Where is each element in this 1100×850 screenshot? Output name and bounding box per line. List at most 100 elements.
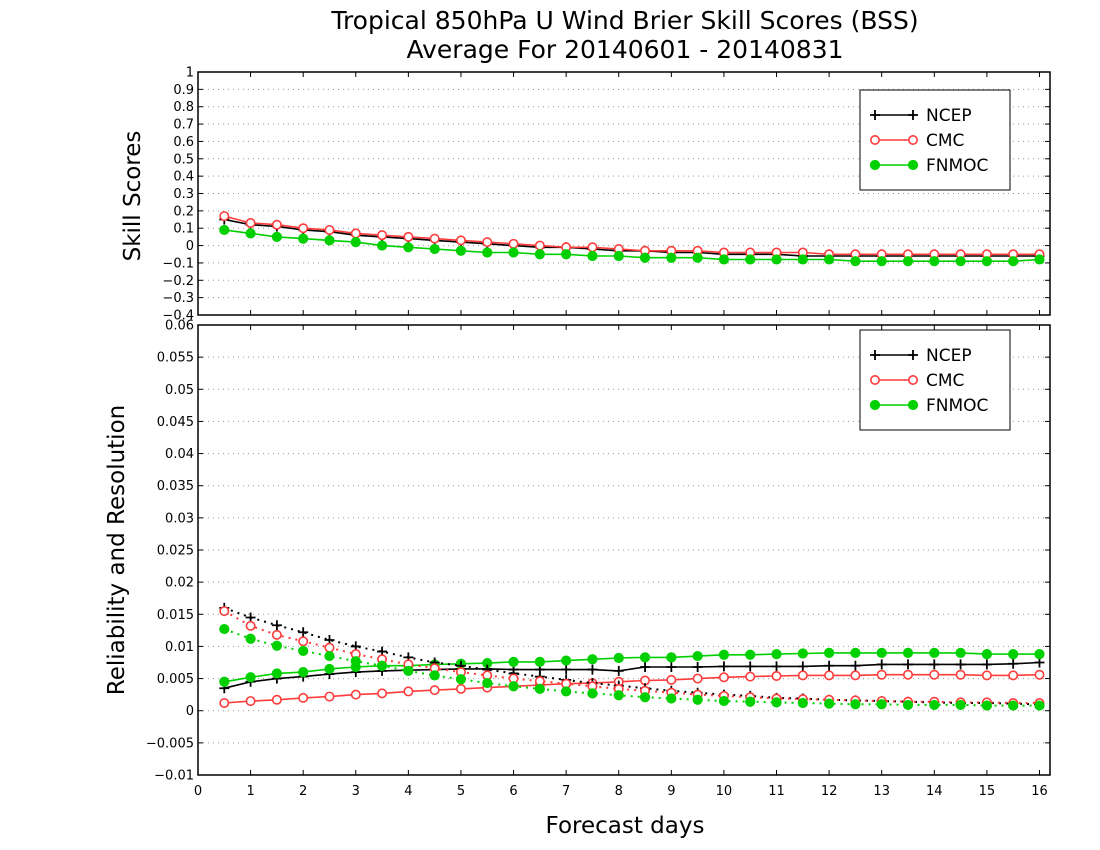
bottom-y-tick-label: 0.03: [165, 511, 194, 526]
bottom-series-fnmoc-dotted-point: [508, 681, 519, 692]
bottom-legend-marker-ncep: [870, 350, 880, 360]
bottom-series-fnmoc-solid-point: [271, 668, 282, 679]
top-series-fnmoc-solid-point: [745, 254, 756, 265]
bottom-series-fnmoc-solid-point: [587, 654, 598, 665]
bottom-series-cmc-dotted-point: [245, 620, 256, 631]
bottom-series-fnmoc-solid-point: [666, 652, 677, 663]
bottom-series-fnmoc-dotted-point: [981, 700, 992, 711]
bottom-series-ncep-solid-point: [640, 662, 651, 672]
top-series-fnmoc-solid-point: [429, 243, 440, 255]
top-series-cmc-solid-point: [587, 242, 598, 253]
top-series-fnmoc-solid-point: [219, 224, 230, 236]
bottom-series-fnmoc-solid-point: [850, 647, 861, 658]
x-tick-label: 6: [509, 784, 517, 799]
bottom-y-tick-label: 0.02: [165, 576, 194, 591]
top-series-fnmoc-solid-point: [403, 242, 414, 253]
top-series-fnmoc-solid-point: [876, 256, 887, 267]
x-tick-label: 0: [194, 784, 202, 799]
bottom-legend-marker-fnmoc: [869, 399, 881, 411]
top-series-fnmoc-solid-point: [324, 235, 335, 246]
top-legend-marker-cmc: [869, 135, 880, 146]
bottom-series-ncep-solid-point: [903, 659, 913, 670]
bottom-series-ncep-solid-point: [876, 659, 887, 670]
x-tick-label: 7: [562, 784, 570, 799]
bottom-series-fnmoc-solid-point: [929, 647, 940, 658]
bottom-series-fnmoc-dotted-point: [298, 645, 309, 657]
top-series-fnmoc-solid-point: [824, 254, 835, 265]
bottom-series-cmc-solid-line: [224, 673, 1040, 704]
top-y-tick-label: 0.2: [173, 204, 194, 219]
top-series-fnmoc-solid-point: [455, 245, 467, 256]
bottom-legend-label-fnmoc: FNMOC: [926, 396, 988, 416]
bottom-series-cmc-solid-point: [324, 691, 335, 702]
bottom-series-fnmoc-solid-point: [639, 652, 651, 663]
top-series-fnmoc-solid-point: [561, 249, 572, 260]
bottom-series-cmc-solid-point: [455, 683, 466, 694]
top-legend-marker-fnmoc: [907, 159, 919, 171]
top-series-cmc-solid-point: [324, 224, 335, 235]
bottom-series-fnmoc-dotted-point: [482, 677, 493, 689]
bottom-series-fnmoc-solid-line: [224, 652, 1040, 683]
bottom-series-cmc-solid-point: [666, 674, 677, 685]
bottom-series-fnmoc-dotted-point: [1034, 700, 1045, 711]
bottom-series-ncep-solid-point: [692, 662, 703, 672]
top-series-fnmoc-solid-point: [797, 254, 808, 265]
top-y-tick-label: 0.7: [173, 118, 194, 133]
bottom-series-cmc-solid-point: [850, 670, 861, 681]
top-legend-label-fnmoc: FNMOC: [926, 156, 988, 176]
bottom-series-fnmoc-dotted-point: [350, 656, 361, 667]
bottom-y-tick-label: 0: [186, 704, 194, 719]
bottom-series-fnmoc-dotted-point: [455, 674, 467, 685]
bottom-series-fnmoc-dotted-point: [850, 699, 861, 710]
top-series-fnmoc-solid-point: [771, 254, 782, 265]
bottom-series-fnmoc-dotted-point: [219, 623, 230, 635]
top-series-cmc-solid-point: [429, 233, 440, 244]
top-y-tick-label: −0.4: [162, 309, 194, 324]
top-legend-marker-ncep: [908, 110, 918, 120]
top-series-fnmoc-solid-point: [1034, 254, 1045, 265]
top-series-fnmoc-solid-point: [613, 250, 624, 262]
bottom-series-fnmoc-solid-point: [955, 647, 966, 658]
bottom-plot-frame: [197, 324, 1051, 776]
top-series-fnmoc-solid-point: [245, 228, 256, 239]
top-series-cmc-solid-point: [219, 211, 230, 222]
top-series-cmc-solid-line: [224, 215, 1040, 256]
bottom-series-ncep-solid-point: [666, 662, 677, 672]
top-series-fnmoc-solid-point: [1008, 256, 1019, 267]
bottom-series-cmc-solid-point: [350, 689, 361, 700]
top-series-fnmoc-solid-point: [508, 247, 519, 258]
bottom-series-ncep-solid-point: [824, 660, 835, 671]
x-tick-label: 11: [768, 784, 785, 799]
bottom-series-fnmoc-dotted-point: [613, 690, 624, 701]
x-tick-label: 10: [716, 784, 733, 799]
x-tick-label: 5: [457, 784, 465, 799]
skill-scores-panel: −0.4 −0.3 −0.2 −0.1 0 0.1 0.2 0.3 0.4 0.5 0.6 0.7 0.…: [162, 66, 1051, 324]
top-y-tick-label: 0.9: [173, 83, 194, 98]
top-series-fnmoc-solid-point: [902, 256, 914, 267]
bottom-y-tick-label: 0.06: [165, 319, 194, 334]
top-series-fnmoc-solid-point: [929, 256, 940, 267]
bottom-series-cmc-solid-point: [929, 669, 940, 680]
bottom-y-tick-label: 0.035: [157, 479, 194, 494]
bottom-y-tick-label: 0.05: [165, 383, 194, 398]
reliability-resolution-panel: −0.01 −0.005 0 0.005 0.01 0.015 0.02 0.025 0.03 0…: [146, 319, 1051, 799]
bottom-legend-marker-cmc: [907, 374, 918, 385]
top-series-fnmoc-solid-point: [534, 249, 545, 260]
top-y-tick-label: 0: [186, 239, 194, 254]
top-y-tick-label: 1: [186, 66, 194, 81]
bottom-series-fnmoc-dotted-point: [692, 694, 703, 705]
top-series-fnmoc-solid-point: [692, 252, 703, 263]
bottom-series-fnmoc-dotted-point: [745, 696, 756, 707]
x-tick-label: 9: [667, 784, 675, 799]
top-plot-frame: [197, 71, 1051, 316]
bottom-series-fnmoc-solid-point: [1008, 649, 1019, 660]
bottom-series-fnmoc-solid-point: [219, 676, 230, 687]
x-tick-label: 8: [615, 784, 623, 799]
top-series-cmc-solid-point: [271, 219, 282, 230]
bottom-series-cmc-solid-point: [824, 670, 835, 681]
bottom-series-cmc-solid-point: [797, 670, 808, 681]
bottom-series-fnmoc-dotted-point: [534, 683, 545, 694]
bottom-series-fnmoc-solid-point: [1034, 649, 1045, 660]
chart-title-line2: Average For 20140601 - 20140831: [406, 35, 843, 64]
chart-title-line1: Tropical 850hPa U Wind Brier Skill Score…: [330, 6, 918, 35]
